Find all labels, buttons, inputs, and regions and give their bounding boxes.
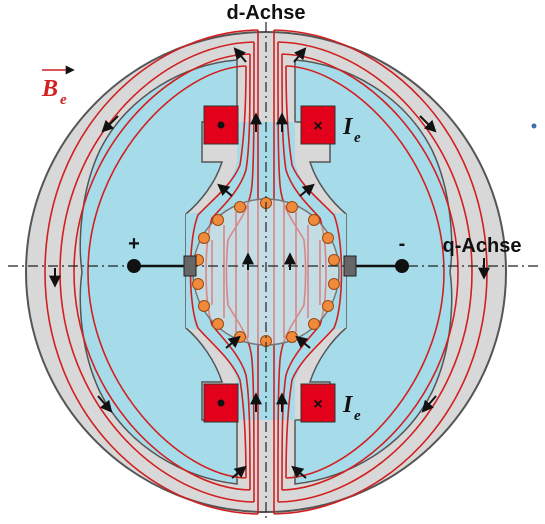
coil-bottom-right: [300, 383, 336, 423]
current-symbol: I: [342, 114, 354, 140]
minus-sign: -: [399, 233, 406, 255]
terminal-plus: [127, 259, 141, 273]
brush-left: [183, 255, 197, 277]
terminal-minus: [395, 259, 409, 273]
plus-sign: +: [128, 233, 140, 255]
field-subscript: e: [60, 92, 67, 108]
current-label-top: I e: [342, 114, 361, 146]
brushes: [127, 255, 409, 277]
field-symbol: B: [41, 76, 58, 102]
coil-top-right: [300, 105, 336, 145]
field-vector-label: B e: [41, 65, 75, 108]
q-axis-label: q-Achse: [443, 235, 522, 257]
dot-symbol: [217, 399, 225, 407]
cross-symbol: ×: [313, 118, 322, 135]
field-coils: × ×: [203, 105, 336, 423]
d-axis-label: d-Achse: [227, 2, 306, 24]
current-subscript: e: [354, 130, 361, 146]
cross-symbol: ×: [313, 396, 322, 413]
flux-arrows: [49, 47, 490, 479]
brush-right: [343, 255, 357, 277]
dot-symbol: [217, 121, 225, 129]
current-subscript: e: [354, 408, 361, 424]
current-symbol: I: [342, 392, 354, 418]
accent-dot: [531, 123, 537, 129]
current-label-bottom: I e: [342, 392, 361, 424]
